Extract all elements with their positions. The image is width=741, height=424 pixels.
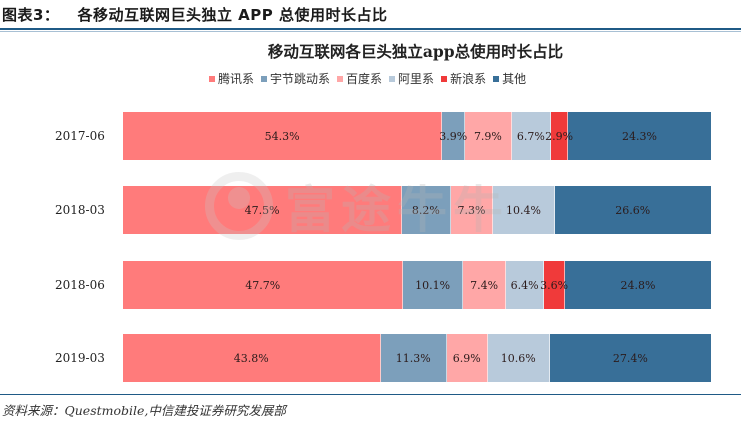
footer-rule [0, 394, 741, 395]
legend-item: 宇节跳动系 [261, 70, 330, 87]
bar-segment: 6.9% [446, 334, 488, 382]
data-label: 7.3% [457, 203, 486, 217]
bar-segment: 24.3% [568, 112, 711, 160]
data-label: 6.7% [516, 129, 545, 143]
bar-segment: 3.6% [540, 261, 568, 309]
bar-segment: 2.9% [545, 112, 573, 160]
data-label: 10.1% [415, 278, 451, 292]
legend-item: 百度系 [337, 70, 382, 87]
bar-segment: 27.4% [549, 334, 711, 382]
source-note: 资料来源：Questmobile,中信建投证券研究发展部 [2, 403, 286, 418]
legend-swatch-icon [441, 75, 448, 82]
data-label: 3.6% [540, 278, 569, 292]
chart-legend: 腾讯系 宇节跳动系 百度系 阿里系 新浪系 其他 [209, 70, 526, 87]
category-label: 2018-06 [55, 278, 105, 292]
stacked-bar: 54.3% 3.9% 7.9% 6.7% 2.9% 24.3% [123, 112, 711, 160]
figure-number: 图表3： [2, 6, 60, 24]
data-label: 10.6% [500, 351, 536, 365]
data-label: 3.9% [439, 129, 468, 143]
legend-label: 新浪系 [450, 72, 487, 86]
bar-segment: 10.1% [403, 261, 463, 309]
data-label: 7.4% [470, 278, 499, 292]
figure-title-text: 各移动互联网巨头独立 APP 总使用时长占比 [77, 6, 388, 24]
data-label: 43.8% [233, 351, 269, 365]
bar-segment: 24.8% [565, 261, 711, 309]
bar-segment: 8.2% [402, 186, 451, 234]
chart-title: 移动互联网各巨头独立app总使用时长占比 [267, 42, 564, 61]
bar-segment: 11.3% [380, 334, 447, 382]
legend-item: 腾讯系 [209, 70, 254, 87]
data-label: 11.3% [395, 351, 431, 365]
data-label: 26.6% [615, 203, 651, 217]
bar-segment: 47.7% [123, 261, 404, 309]
bar-segment: 43.8% [123, 334, 381, 382]
data-label: 8.2% [411, 203, 440, 217]
bar-segment: 6.7% [511, 112, 552, 160]
bar-segment: 10.6% [487, 334, 550, 382]
bar-segment: 47.5% [123, 186, 403, 234]
data-label: 6.9% [452, 351, 481, 365]
legend-swatch-icon [493, 75, 500, 82]
data-label: 24.3% [622, 129, 657, 143]
legend-swatch-icon [209, 75, 215, 82]
data-label: 6.4% [510, 278, 539, 292]
header-rule-thin [0, 31, 741, 32]
legend-swatch-icon [337, 75, 344, 82]
legend-swatch-icon [261, 75, 268, 82]
bar-segment: 7.9% [465, 112, 512, 160]
stacked-bar: 43.8% 11.3% 6.9% 10.6% 27.4% [123, 334, 711, 382]
bar-segment: 3.9% [439, 112, 468, 160]
header-rule [0, 28, 741, 30]
data-label: 24.8% [620, 278, 656, 292]
category-label: 2017-06 [55, 129, 105, 143]
category-label: 2018-03 [55, 203, 105, 217]
data-label: 27.4% [612, 351, 648, 365]
figure-title: 图表3： 各移动互联网巨头独立 APP 总使用时长占比 [2, 4, 387, 25]
bar-segment: 54.3% [123, 112, 443, 160]
bar-segment: 7.3% [450, 186, 494, 234]
data-label: 47.5% [244, 203, 280, 217]
legend-item: 阿里系 [389, 70, 434, 87]
bar-segment: 7.4% [462, 261, 507, 309]
legend-label: 宇节跳动系 [270, 72, 331, 86]
legend-label: 百度系 [346, 72, 383, 86]
data-label: 7.9% [473, 129, 502, 143]
bar-segment: 10.4% [493, 186, 555, 234]
category-label: 2019-03 [55, 351, 105, 365]
legend-item: 新浪系 [441, 70, 486, 87]
bar-segment: 6.4% [506, 261, 544, 309]
legend-item: 其他 [493, 70, 526, 87]
legend-label: 腾讯系 [218, 72, 255, 86]
data-label: 47.7% [245, 278, 281, 292]
legend-swatch-icon [389, 75, 396, 82]
data-label: 54.3% [264, 129, 300, 143]
bar-segment: 26.6% [554, 186, 711, 234]
legend-label: 阿里系 [398, 72, 435, 86]
stacked-bar: 47.5% 8.2% 7.3% 10.4% 26.6% [123, 186, 711, 234]
stacked-bar: 47.7% 10.1% 7.4% 6.4% 3.6% 24.8% [123, 261, 711, 309]
legend-label: 其他 [502, 72, 527, 86]
data-label: 2.9% [545, 129, 574, 143]
data-label: 10.4% [506, 203, 541, 217]
